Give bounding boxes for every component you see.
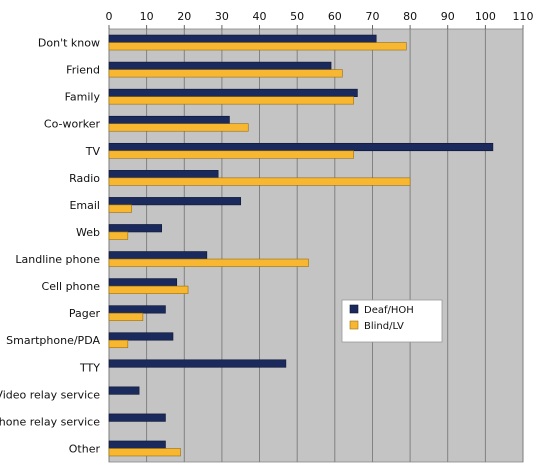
bar-deaf-hoh-3 — [108, 115, 230, 125]
bar-blind-lv-8 — [108, 258, 309, 267]
category-label: TTY — [79, 361, 100, 374]
bar-blind-lv-4 — [108, 150, 354, 159]
bar-blind-lv-3 — [108, 123, 249, 132]
tick-label-90: 90 — [441, 10, 455, 23]
bar-blind-lv-6 — [108, 204, 132, 213]
category-label: Phone relay service — [0, 415, 100, 428]
tick-label-70: 70 — [365, 10, 379, 23]
bar-blind-lv-0 — [108, 42, 407, 51]
bar-deaf-hoh-11 — [108, 332, 174, 341]
tick-label-0: 0 — [106, 10, 113, 23]
bar-blind-lv-10 — [108, 312, 144, 321]
bars — [108, 34, 494, 457]
legend-label-deaf-hoh: Deaf/HOH — [364, 305, 414, 316]
bar-blind-lv-2 — [108, 96, 354, 105]
bar-blind-lv-9 — [108, 285, 189, 294]
x-axis-ticks: 0 10 20 30 40 50 60 70 80 90 100 110 — [106, 10, 534, 29]
category-label: Friend — [66, 64, 100, 77]
bar-deaf-hoh-9 — [108, 278, 178, 287]
bar-deaf-hoh-5 — [108, 170, 219, 179]
category-label: Radio — [69, 172, 100, 185]
category-label: Email — [69, 199, 100, 212]
bar-deaf-hoh-4 — [108, 142, 494, 152]
bar-deaf-hoh-12 — [108, 359, 287, 368]
tick-label-30: 30 — [215, 10, 229, 23]
bar-deaf-hoh-10 — [108, 305, 166, 314]
bar-blind-lv-5 — [108, 177, 411, 186]
tick-label-60: 60 — [328, 10, 342, 23]
legend: Deaf/HOH Blind/LV — [341, 299, 443, 343]
legend-box — [341, 299, 443, 343]
bar-deaf-hoh-7 — [108, 224, 162, 233]
category-label: Cell phone — [42, 280, 101, 293]
bar-deaf-hoh-1 — [108, 61, 332, 70]
bar-deaf-hoh-0 — [108, 34, 377, 43]
category-label: Other — [69, 442, 101, 455]
bar-blind-lv-15 — [108, 448, 181, 457]
category-label: Co-worker — [44, 118, 101, 131]
category-label: TV — [85, 145, 101, 158]
category-label: Web — [76, 226, 100, 239]
category-label: Don't know — [38, 37, 100, 50]
tick-label-10: 10 — [140, 10, 154, 23]
bar-blind-lv-1 — [108, 69, 343, 78]
bar-deaf-hoh-8 — [108, 251, 208, 260]
tick-label-110: 110 — [513, 10, 534, 23]
category-label: Landline phone — [15, 253, 100, 266]
legend-label-blind-lv: Blind/LV — [364, 321, 404, 332]
bar-deaf-hoh-2 — [108, 88, 358, 97]
tick-label-50: 50 — [290, 10, 304, 23]
bar-blind-lv-7 — [108, 231, 129, 240]
legend-swatch-blind-lv — [349, 320, 359, 330]
category-label: Family — [65, 91, 101, 104]
legend-swatch-deaf-hoh — [349, 304, 359, 314]
bar-deaf-hoh-6 — [108, 197, 242, 206]
tick-label-100: 100 — [475, 10, 496, 23]
bar-deaf-hoh-14 — [108, 413, 166, 422]
category-labels: Don't know Friend Family Co-worker TV Radio Em… — [0, 37, 100, 456]
category-label: Smartphone/PDA — [6, 334, 100, 347]
category-label: Pager — [69, 307, 101, 320]
category-label: Video relay service — [0, 388, 100, 401]
tick-label-40: 40 — [253, 10, 267, 23]
bar-deaf-hoh-13 — [108, 386, 140, 395]
tick-label-80: 80 — [403, 10, 417, 23]
bar-deaf-hoh-15 — [108, 440, 166, 449]
bar-blind-lv-11 — [108, 339, 129, 349]
tick-label-20: 20 — [177, 10, 191, 23]
